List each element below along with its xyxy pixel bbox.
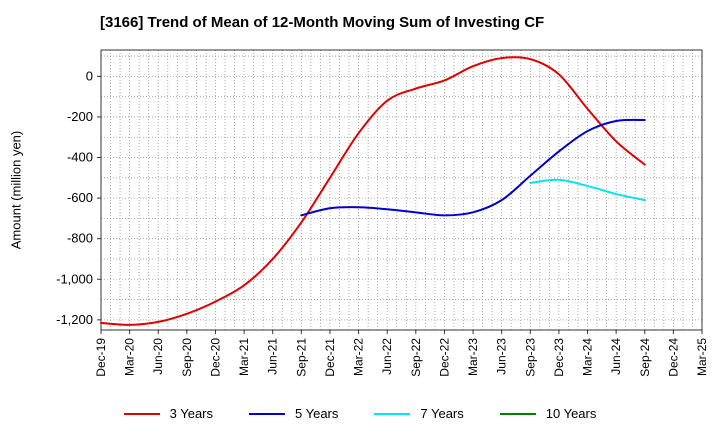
series-line-3-years [100,56,646,326]
chart-title: [3166] Trend of Mean of 12-Month Moving … [100,14,545,31]
y-tick-label: -200 [67,109,93,124]
y-tick-label: -1,000 [56,271,93,286]
x-tick-label: Sep-24 [638,338,652,377]
x-tick-label: Jun-20 [151,338,165,375]
legend-label-7-years: 7 Years [420,406,464,421]
x-tick-label: Sep-22 [409,338,423,377]
x-tick-label: Dec-23 [552,338,566,377]
legend-label-10-years: 10 Years [545,406,597,421]
legend-swatch-10-years [499,412,536,415]
x-tick-label: Jun-21 [266,338,280,375]
x-tick-label: Mar-20 [123,338,137,376]
x-tick-label: Dec-19 [94,338,108,377]
x-tick-label: Dec-21 [323,338,337,377]
legend-item-3-years: 3 Years [123,406,213,421]
x-tick-label: Dec-22 [437,338,451,377]
legend-swatch-3-years [123,412,160,415]
y-tick-label: -1,200 [56,312,93,327]
series-line-5-years [300,118,646,217]
y-tick-label: 0 [86,68,93,83]
x-tick-label: Jun-24 [609,338,623,375]
x-tick-label: Sep-21 [294,338,308,377]
y-tick-label: -400 [67,150,93,165]
plot-area [101,50,702,330]
x-tick-label: Dec-20 [208,338,222,377]
x-tick-label: Sep-20 [180,338,194,377]
legend-item-5-years: 5 Years [249,406,338,421]
x-tick-label: Mar-21 [237,338,251,376]
series-line-7-years [529,178,646,202]
legend-label-3-years: 3 Years [169,406,213,421]
x-tick-label: Dec-24 [666,338,680,377]
x-tick-label: Mar-22 [352,338,366,376]
legend-label-5-years: 5 Years [295,406,339,421]
x-tick-label: Mar-24 [581,338,595,376]
legend-swatch-7-years [374,412,411,415]
y-tick-label: -600 [67,190,93,205]
x-tick-label: Mar-25 [695,338,709,376]
x-tick-label: Jun-22 [380,338,394,375]
x-tick-label: Mar-23 [466,338,480,376]
x-tick-label: Sep-23 [523,338,537,377]
y-tick-label: -800 [67,231,93,246]
legend: 3 Years 5 Years 7 Years 10 Years [0,406,720,421]
x-tick-label: Jun-23 [495,338,509,375]
legend-item-10-years: 10 Years [499,406,597,421]
plot-frame [100,49,703,331]
legend-item-7-years: 7 Years [374,406,464,421]
legend-swatch-5-years [249,412,285,415]
